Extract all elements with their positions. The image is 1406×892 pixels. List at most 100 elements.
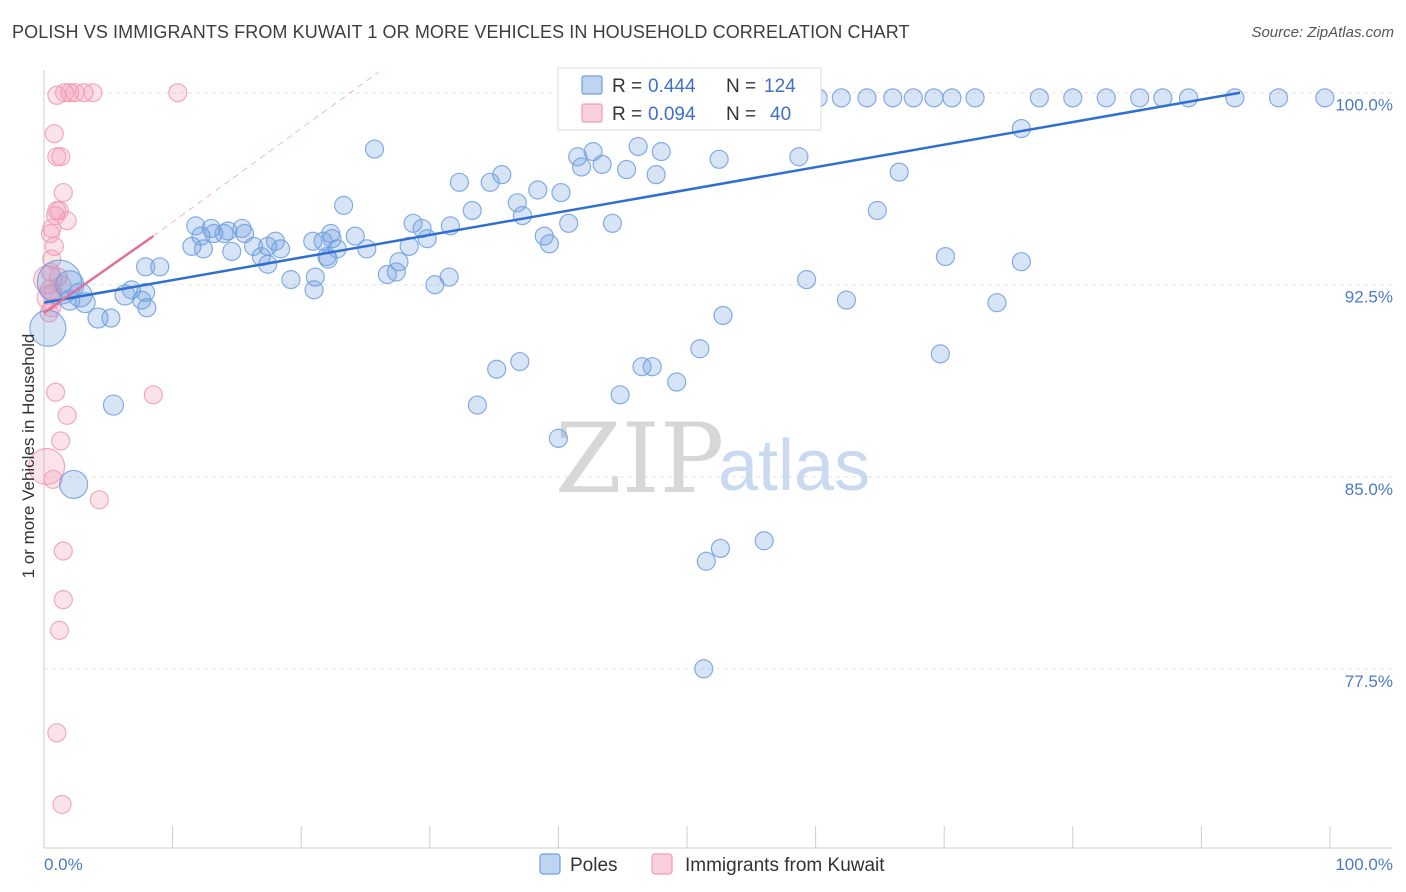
poles-point [1011, 252, 1031, 272]
poles-point [322, 229, 342, 249]
poles-point [1096, 88, 1116, 108]
kuwait-point [143, 385, 163, 405]
poles-point [548, 428, 569, 448]
x-tick-label-1: 100.0% [1335, 855, 1393, 874]
kuwait-point [54, 83, 75, 103]
poles-point [539, 234, 559, 254]
source-credit: Source: ZipAtlas.com [1251, 24, 1394, 41]
kuwait-point [89, 490, 109, 510]
poles-point [836, 290, 857, 310]
poles-point [935, 246, 956, 267]
poles-point [592, 154, 612, 175]
poles-point [789, 147, 809, 167]
y-tick-label-3: 100.0% [1335, 96, 1393, 115]
poles-point [480, 172, 500, 192]
poles-point [883, 88, 903, 108]
kuwait-point [40, 223, 61, 244]
kuwait-point [47, 723, 67, 743]
poles-point [831, 88, 851, 108]
poles-point [903, 88, 923, 108]
grid [44, 92, 1392, 670]
poles-point [628, 136, 648, 157]
poles-point [334, 195, 354, 215]
poles-point [345, 226, 365, 246]
kuwait-point [53, 541, 73, 561]
poles-point [528, 180, 548, 200]
poles-point [193, 239, 214, 259]
legend-n-label-poles: N = [726, 76, 756, 97]
poles-point [651, 142, 671, 162]
y-tick-label-1: 85.0% [1345, 480, 1393, 499]
watermark-zip: ZIP [555, 403, 724, 515]
kuwait-point [49, 620, 70, 640]
kuwait-point [60, 83, 80, 103]
legend-swatch-kuwait [581, 103, 603, 123]
poles-point [102, 394, 125, 416]
poles-point [930, 344, 950, 364]
poles-point [924, 88, 944, 108]
y-tick-label-0: 77.5% [1345, 672, 1393, 691]
poles-point [281, 270, 301, 290]
kuwait-point [83, 83, 103, 103]
bottom-legend-label-poles: Poles [570, 855, 618, 876]
bottom-legend-swatch-poles [539, 853, 561, 875]
kuwait-point [51, 431, 71, 451]
kuwait-point [168, 83, 188, 103]
poles-point [101, 308, 121, 328]
poles-point [889, 162, 909, 182]
kuwait-point [57, 405, 77, 425]
poles-point [1225, 88, 1245, 108]
bottom-legend-label-kuwait: Immigrants from Kuwait [685, 855, 885, 876]
kuwait-point [44, 124, 64, 144]
poles-point [186, 216, 206, 236]
poles-point [571, 157, 592, 177]
poles-point [487, 359, 507, 379]
poles-point [690, 339, 710, 359]
y-axis-label: 1 or more Vehicles in Household [19, 334, 38, 579]
poles-point [796, 270, 817, 290]
poles-point [58, 469, 89, 500]
poles-point [510, 351, 530, 372]
poles-point [965, 88, 985, 108]
poles-point [616, 159, 637, 180]
legend-r-label-kuwait: R = [612, 104, 642, 125]
poles-point [642, 357, 662, 377]
kuwait-point [51, 147, 71, 167]
legend-r-value-kuwait: 0.094 [648, 104, 696, 125]
poles-point [667, 372, 687, 392]
poles-point [357, 239, 377, 259]
poles-point [710, 538, 731, 559]
legend-n-value-poles: 124 [764, 76, 796, 97]
poles-point [559, 213, 579, 233]
kuwait-point [43, 469, 63, 489]
poles-point [512, 206, 532, 226]
poles-point [1063, 88, 1083, 108]
poles-point [610, 385, 630, 405]
kuwait-trend-extension [153, 71, 379, 237]
poles-trend-line [43, 91, 1241, 304]
trend-lines [43, 71, 1241, 314]
poles-point [507, 193, 527, 213]
poles-point [551, 182, 571, 203]
poles-point [201, 218, 221, 239]
kuwait-point [53, 182, 73, 203]
poles-point [150, 257, 170, 277]
watermark-atlas: atlas [718, 426, 870, 506]
poles-point [632, 357, 652, 377]
watermark: ZIP atlas [555, 403, 870, 515]
poles-point [754, 531, 774, 551]
axes [43, 70, 1392, 849]
poles-point [389, 252, 409, 272]
poles-point [1011, 118, 1031, 139]
poles-point [987, 293, 1007, 313]
series-immigrants-from-kuwait [27, 83, 188, 815]
legend-r-label-poles: R = [612, 76, 642, 97]
poles-point [244, 236, 264, 256]
poles-point [462, 200, 482, 221]
poles-point [1029, 88, 1049, 108]
poles-point [449, 172, 469, 192]
poles-point [135, 282, 156, 303]
poles-point [492, 165, 512, 185]
poles-point [232, 218, 252, 239]
